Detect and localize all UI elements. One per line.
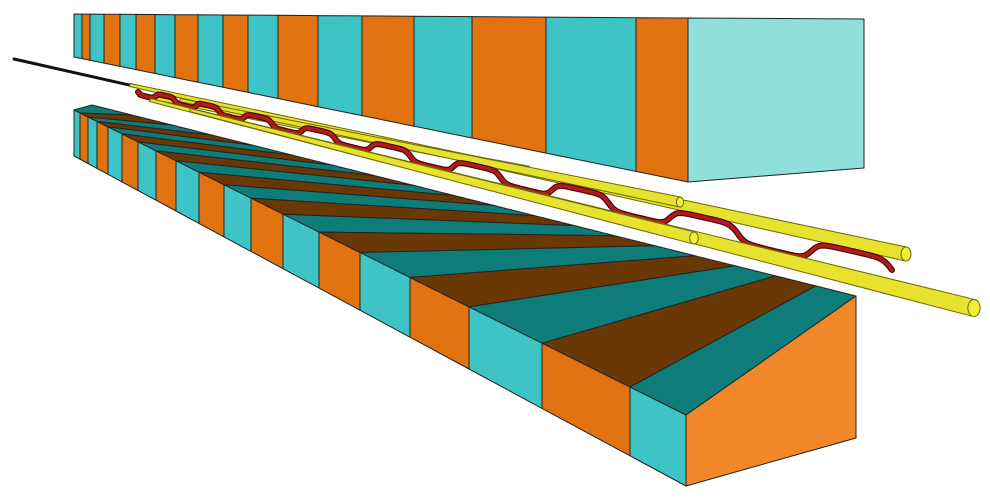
upper-magnet-block xyxy=(222,14,249,93)
lower-magnet-block xyxy=(79,112,89,164)
upper-magnet-block xyxy=(635,17,689,183)
upper-magnet-block xyxy=(317,15,363,117)
upper-array-end-face xyxy=(687,17,865,183)
lower-magnet-block xyxy=(107,126,123,183)
upper-magnet-block xyxy=(81,13,91,61)
upper-magnet-block xyxy=(73,13,83,60)
focusing-rods-front xyxy=(149,98,981,317)
focusing-rod-upper-end xyxy=(900,246,912,262)
upper-magnet-block xyxy=(197,14,224,88)
lower-array-end-face xyxy=(685,295,857,487)
beam-axis-line xyxy=(12,57,140,89)
lower-magnet-block xyxy=(137,141,157,201)
lower-magnet-block xyxy=(155,150,177,212)
upper-magnet-block xyxy=(89,13,105,64)
lower-magnet-block xyxy=(73,109,81,160)
upper-magnet-block xyxy=(413,15,473,139)
focusing-rod-short-b-end xyxy=(675,196,685,208)
upper-magnet-block xyxy=(361,15,415,127)
upper-magnet-block xyxy=(103,13,121,67)
upper-magnet-block xyxy=(174,14,199,83)
lower-magnet-block xyxy=(87,116,98,169)
focusing-rod-lower-end xyxy=(967,299,981,317)
lower-magnet-block xyxy=(96,121,109,175)
lower-magnet-block xyxy=(121,133,139,191)
upper-magnet-block xyxy=(119,13,137,71)
upper-magnet-block xyxy=(135,13,156,74)
upper-magnet-block xyxy=(545,16,637,172)
upper-magnet-array xyxy=(73,13,865,183)
upper-magnet-block xyxy=(247,14,279,99)
lower-magnet-array xyxy=(73,104,857,487)
upper-magnet-block xyxy=(154,14,176,79)
focusing-rod-short-c-end xyxy=(689,231,699,245)
upper-magnet-block xyxy=(277,14,319,108)
upper-magnet-block xyxy=(471,16,547,154)
beam-axis-line xyxy=(12,57,140,89)
